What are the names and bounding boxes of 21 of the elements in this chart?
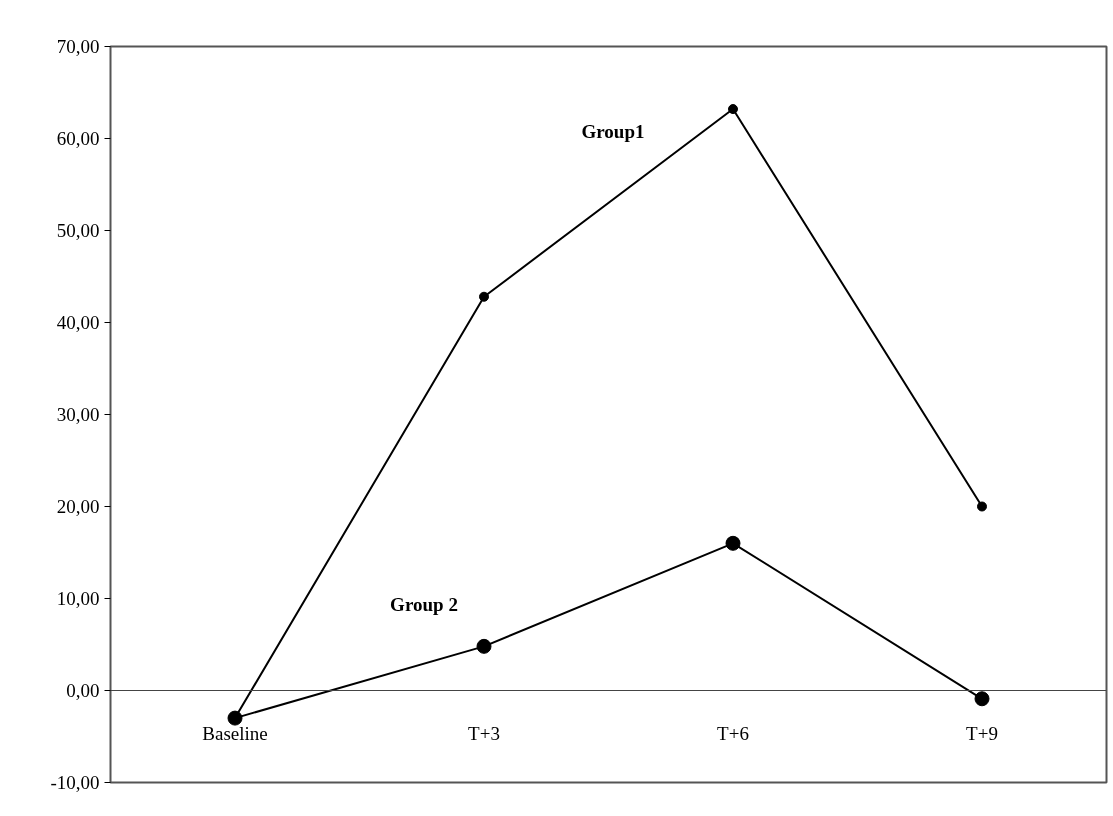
y-tick-label: 60,00: [56, 128, 100, 149]
x-tick-label: Baseline: [202, 722, 268, 744]
y-tick-label: 30,00: [56, 404, 100, 425]
y-tick-label: 70,00: [56, 36, 100, 57]
y-tick-label: 10,00: [56, 588, 100, 609]
y-tick-label: 50,00: [56, 220, 100, 241]
point: [974, 691, 990, 707]
series-label: Group 2: [390, 593, 458, 615]
point: [476, 638, 492, 654]
x-tick-label: T+6: [717, 722, 749, 744]
y-tick-label: -10,00: [50, 772, 100, 793]
x-tick-label: T+9: [966, 722, 998, 744]
series-label: Group1: [581, 120, 645, 142]
y-tick-label: 0,00: [66, 680, 100, 701]
point: [728, 104, 738, 115]
point: [977, 501, 987, 512]
point: [479, 291, 489, 302]
point: [725, 535, 741, 551]
y-tick-label: 40,00: [56, 312, 100, 333]
x-tick-label: T+3: [468, 722, 500, 744]
y-tick-label: 20,00: [56, 496, 100, 517]
